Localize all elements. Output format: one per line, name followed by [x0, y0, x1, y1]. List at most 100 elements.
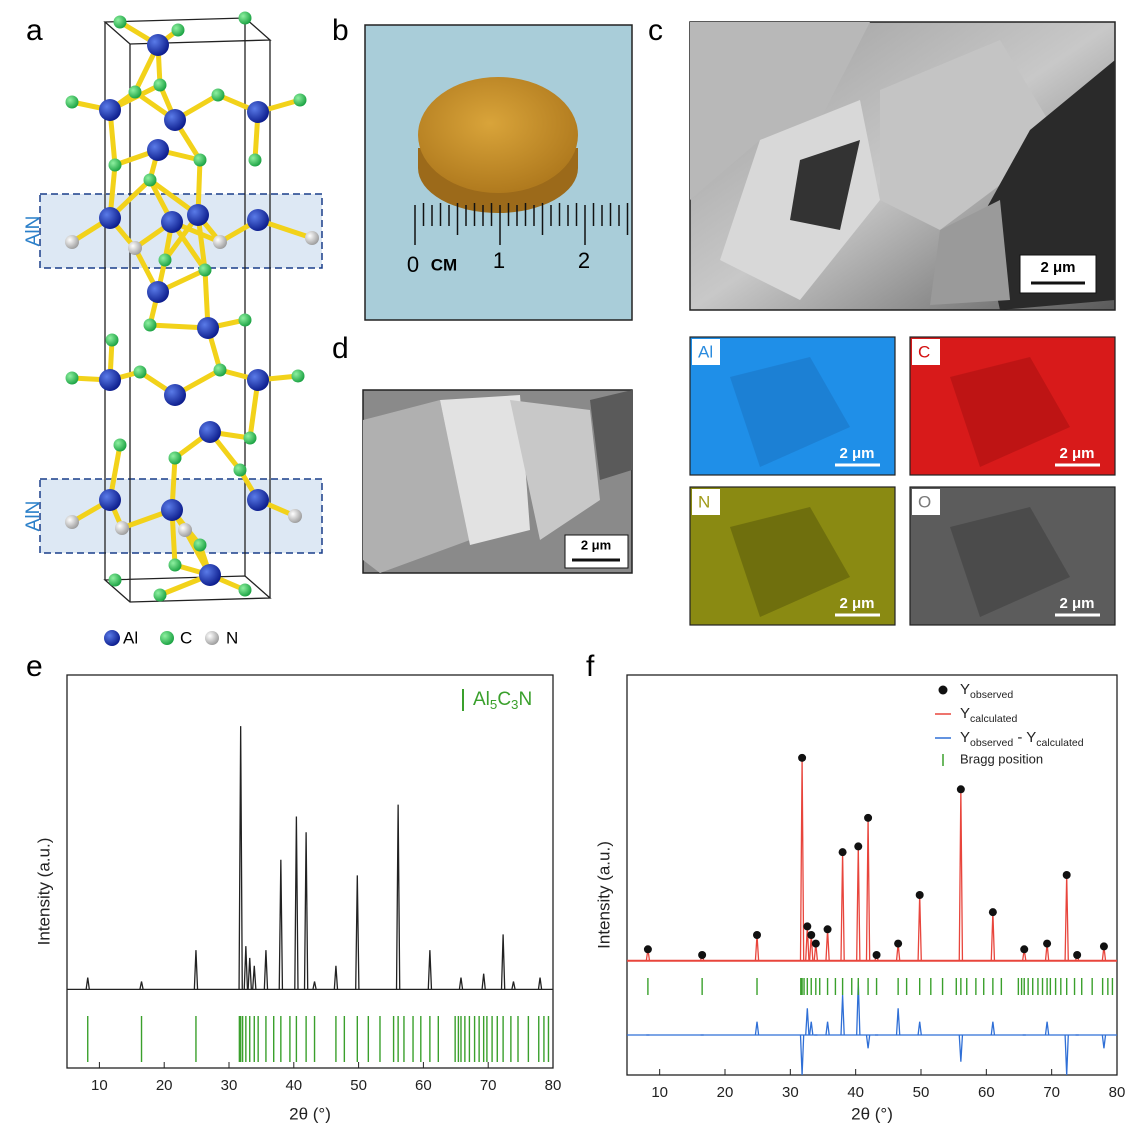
legend-label-part: observed: [970, 737, 1013, 749]
observed-point: [644, 945, 652, 953]
x-tick-label: 20: [156, 1077, 173, 1094]
peak: [538, 978, 541, 990]
atom-n: [65, 515, 79, 529]
peak: [397, 805, 400, 990]
peak: [86, 978, 89, 990]
atom-c: [169, 452, 182, 465]
legend-marker: [104, 630, 120, 646]
difference: [918, 1022, 921, 1035]
atom-c: [144, 174, 157, 187]
atom-c: [154, 79, 167, 92]
atom-al: [147, 281, 169, 303]
x-tick-label: 20: [717, 1084, 734, 1101]
atom-c: [159, 254, 172, 267]
atom-al: [99, 99, 121, 121]
panel-label: e: [26, 650, 43, 683]
peak: [295, 816, 298, 989]
atom-al: [99, 369, 121, 391]
plot-frame: [627, 675, 1117, 1075]
difference: [897, 1008, 900, 1035]
peak: [512, 982, 515, 990]
x-tick-label: 30: [221, 1077, 238, 1094]
atom-c: [144, 319, 157, 332]
observed-point: [1020, 945, 1028, 953]
atom-c: [106, 334, 119, 347]
atom-al: [164, 109, 186, 131]
calculated-peak: [959, 789, 962, 960]
atom-c: [109, 159, 122, 172]
difference: [1045, 1022, 1048, 1035]
atom-c: [292, 370, 305, 383]
calculated-peak: [991, 912, 994, 961]
difference: [755, 1022, 758, 1035]
ruler-label: CM: [431, 255, 457, 274]
peak: [264, 950, 267, 989]
observed-point: [916, 891, 924, 899]
legend-label: Yobserved - Ycalculated: [960, 729, 1084, 749]
observed-point: [1063, 871, 1071, 879]
layer-label: AlN: [23, 501, 44, 532]
peak: [239, 726, 242, 989]
atom-al: [161, 211, 183, 233]
atom-n: [213, 235, 227, 249]
atom-c: [249, 154, 262, 167]
calculated-peak: [1065, 875, 1068, 961]
x-tick-label: 70: [480, 1077, 497, 1094]
calculated-peak: [800, 758, 803, 961]
scale-bar-label: 2 μm: [1040, 259, 1075, 276]
calculated-peak: [857, 846, 860, 960]
y-axis-title: Intensity (a.u.): [34, 838, 53, 946]
atom-al: [247, 369, 269, 391]
panel-label: d: [332, 332, 349, 365]
y-axis-title: Intensity (a.u.): [594, 841, 613, 949]
atom-c: [172, 24, 185, 37]
panel-label: a: [26, 14, 43, 47]
atom-al: [99, 207, 121, 229]
x-tick-label: 50: [350, 1077, 367, 1094]
atom-c: [239, 314, 252, 327]
panel-label: c: [648, 14, 663, 47]
legend-label-part: Y: [960, 681, 970, 698]
observed-point: [1100, 942, 1108, 950]
ruler-label: 2: [578, 248, 590, 273]
difference: [810, 1022, 813, 1035]
atom-n: [178, 523, 192, 537]
peak: [313, 982, 316, 990]
legend-label: C: [180, 628, 192, 647]
atom-c: [66, 96, 79, 109]
legend-marker: [939, 686, 948, 695]
observed-point: [1073, 951, 1081, 959]
peak: [428, 950, 431, 989]
difference: [841, 995, 844, 1035]
atom-c: [199, 264, 212, 277]
peak: [253, 966, 256, 990]
atom-al: [187, 204, 209, 226]
atom-al: [199, 421, 221, 443]
atom-c: [234, 464, 247, 477]
difference: [1102, 1035, 1105, 1048]
legend-label: Al5C3N: [473, 689, 532, 712]
panel-label: f: [586, 650, 595, 683]
difference: [826, 1022, 829, 1035]
legend-label: Al: [123, 628, 138, 647]
atom-al: [247, 209, 269, 231]
legend-label-part: 3: [511, 697, 518, 712]
observed-point: [957, 785, 965, 793]
ruler-label: 1: [493, 248, 505, 273]
legend-marker: [205, 631, 219, 645]
atom-c: [114, 16, 127, 29]
legend-label-part: N: [518, 689, 532, 710]
atom-al: [147, 34, 169, 56]
x-tick-label: 60: [978, 1084, 995, 1101]
eds-label: N: [698, 492, 710, 511]
observed-point: [839, 848, 847, 856]
calculated-peak: [826, 929, 829, 960]
atom-n: [288, 509, 302, 523]
atom-al: [99, 489, 121, 511]
observed-point: [824, 925, 832, 933]
ruler-label: 0: [407, 252, 419, 277]
observed-point: [812, 940, 820, 948]
difference: [959, 1035, 962, 1062]
panel-label: b: [332, 14, 349, 47]
calculated-peak: [806, 926, 809, 960]
